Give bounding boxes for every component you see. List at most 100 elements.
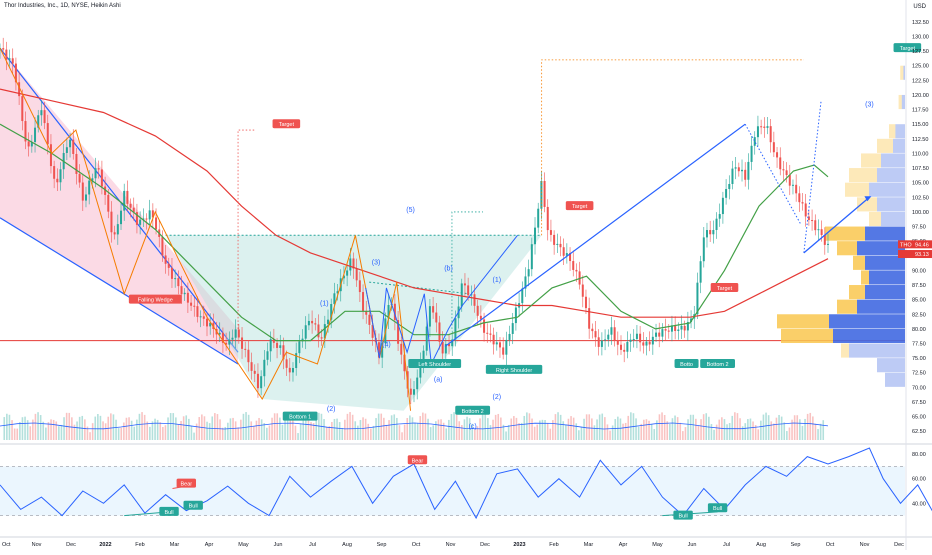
volume-bar [799,419,801,440]
candle-body [377,342,380,358]
volume-bar [697,425,700,440]
pattern-tag-bg [455,405,491,415]
volume-bar [58,426,60,440]
volume-bar [284,420,286,440]
volume-bar [554,414,557,440]
candle-body [524,276,527,289]
candle-body [393,303,396,321]
candle-body [575,269,578,272]
candle-body [766,126,769,128]
candle-body [193,305,196,307]
pattern-tag-label: Left Shoulder [418,362,451,368]
volume-bar [169,413,172,440]
price-tag-symbol: THO [900,242,912,248]
volume-bar [775,417,778,440]
price-tick-label: 77.50 [912,342,926,348]
candle-body [495,342,498,345]
candle-body [514,307,517,324]
candle-body [116,224,119,235]
volume-bar [601,413,604,440]
volume-profile-up-bar [857,197,877,212]
time-tick-label: Mar [170,542,180,548]
volume-bar [375,418,377,440]
rsi-band [0,466,905,516]
volume-bar [689,414,692,440]
volume-profile-down-bar [865,285,905,300]
candle-body [798,193,801,203]
volume-profile-down-bar [895,124,905,139]
volume-bar [731,415,734,440]
candle-body [72,139,75,154]
rsi-tag-label: Bull [679,514,688,520]
volume-bar [513,416,515,440]
volume-bar [422,412,424,440]
candle-body [135,212,138,225]
volume-bar [8,414,11,440]
candle-body [88,180,91,195]
volume-bar [336,418,338,440]
candle-body [161,236,164,256]
volume-bar [115,419,117,440]
wave-4-dotted [744,123,801,224]
volume-bar [622,423,624,440]
candle-body [623,349,626,352]
volume-bar [723,419,726,440]
candle-body [113,232,116,235]
candle-body [5,49,8,60]
volume-profile-down-bar [885,372,905,387]
volume-bar [281,424,284,440]
candle-body [827,243,829,245]
volume-bar [767,415,770,440]
candle-body [677,329,680,332]
volume-bar [739,418,741,440]
volume-bar [734,412,736,440]
price-tag-bg [898,240,932,249]
candle-body [21,96,24,122]
volume-bar [593,425,596,440]
pattern-tag-bg [674,358,699,368]
candle-body [416,377,419,390]
candle-body [139,219,142,225]
volume-profile-up-bar [841,343,849,358]
candle-body [463,283,466,286]
price-tick-label: 132.50 [912,20,929,26]
candle-body [594,331,597,338]
volume-bar [333,418,336,440]
volume-profile-down-bar [833,328,905,344]
candle-body [422,350,425,363]
volume-bar [442,422,445,440]
candle-body [279,345,282,348]
volume-profile-up-bar [853,255,865,270]
candle-body [49,144,52,167]
volume-bar [653,429,656,440]
candle-body [307,320,310,326]
volume-bar [302,417,305,440]
volume-bar [432,425,435,440]
volume-bar [754,425,757,440]
volume-bar [773,423,775,440]
volume-bar [185,415,188,440]
candle-body [320,337,323,339]
volume-bar [6,413,8,440]
volume-bar [510,418,513,440]
volume-bar [481,413,484,440]
candle-body [521,288,524,304]
volume-bar [76,421,78,440]
volume-bar [234,421,237,440]
volume-bar [492,419,494,440]
candle-body [814,220,817,231]
volume-profile-down-bar [849,343,905,358]
volume-bar [19,422,21,440]
volume-bar [575,423,578,440]
volume-bar [37,412,39,440]
volume-bar [84,419,86,440]
time-tick-label: Jun [688,542,697,548]
volume-bar [188,418,190,440]
volume-bar [752,421,754,440]
volume-bar [247,414,250,440]
volume-bar [63,417,65,440]
volume-bar [112,414,115,440]
time-tick-label: 2022 [99,542,111,548]
volume-bar [78,416,81,440]
